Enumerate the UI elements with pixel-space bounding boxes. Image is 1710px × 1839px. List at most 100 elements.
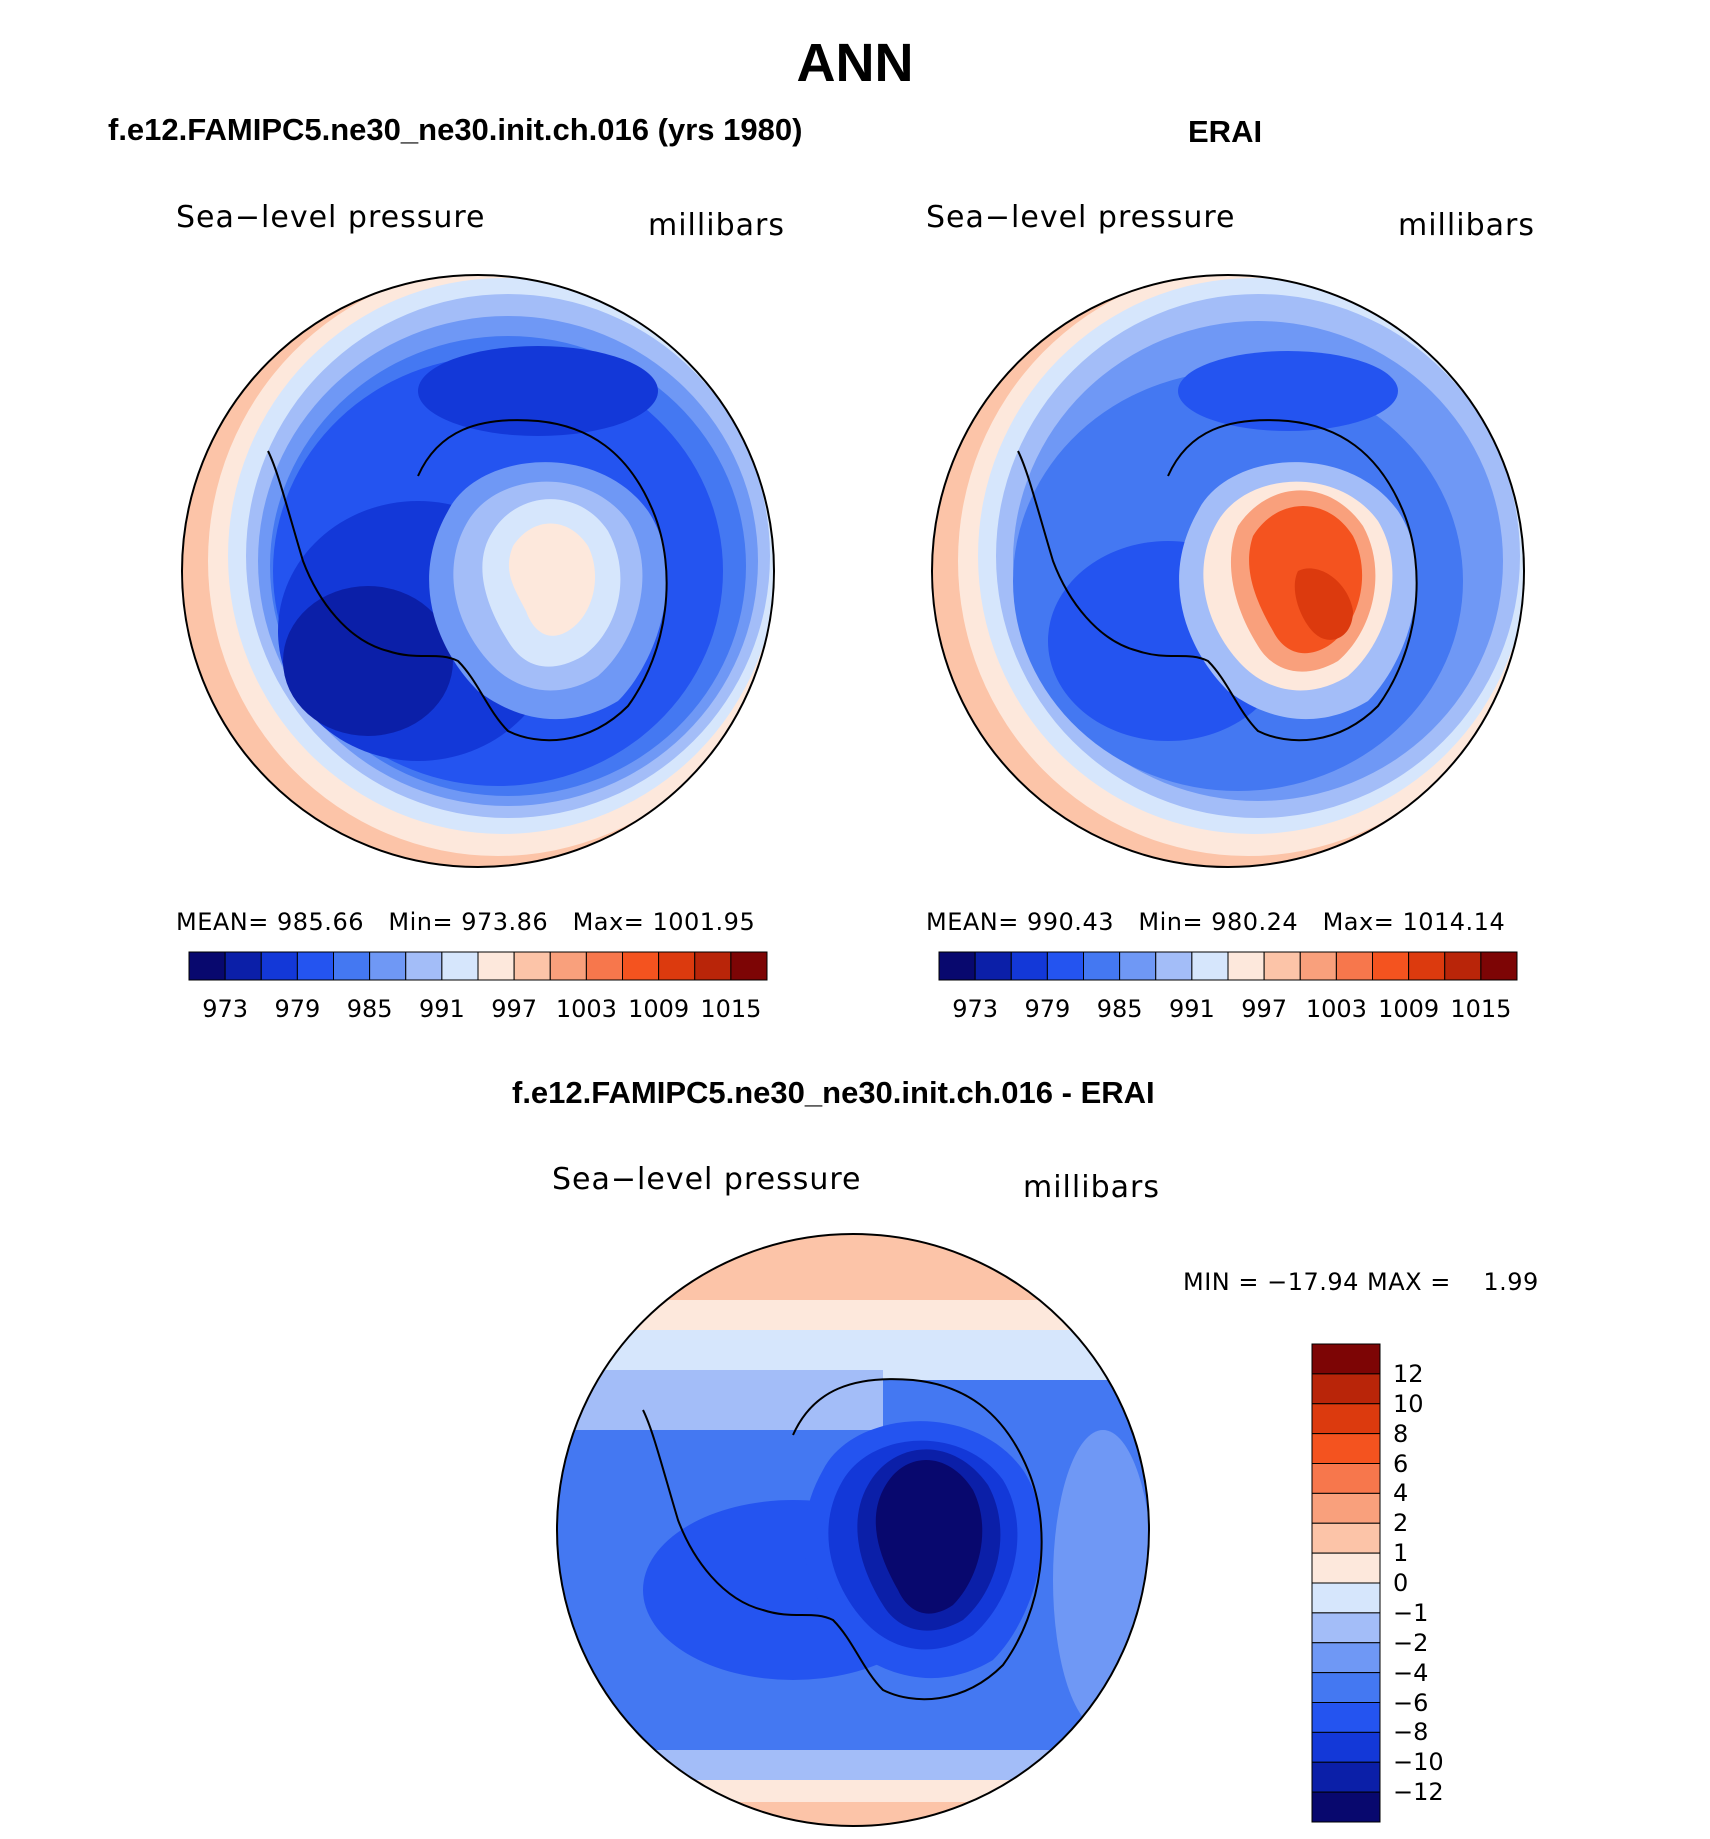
colorbar-swatch: [296, 951, 334, 981]
colorbar-tick-label: 991: [1168, 995, 1215, 1023]
model-mean-value: 985.66: [277, 908, 364, 936]
colorbar-tick-label: 2: [1393, 1509, 1409, 1538]
colorbar-tick-label: −10: [1393, 1748, 1444, 1777]
colorbar-swatch: [1119, 951, 1157, 981]
colorbar-tick-label: 1015: [700, 995, 762, 1023]
colorbar-swatch: [1444, 951, 1482, 981]
colorbar-swatch: [1480, 951, 1518, 981]
colorbar-swatch: [1299, 951, 1337, 981]
model-variable-label: Sea−level pressure: [176, 200, 486, 235]
colorbar-swatch: [585, 951, 623, 981]
colorbar-tick-label: 8: [1393, 1419, 1409, 1448]
colorbar-swatch: [1311, 1403, 1381, 1435]
obs-map: [931, 274, 1525, 868]
colorbar-swatch: [1311, 1552, 1381, 1584]
colorbar-swatch: [1010, 951, 1048, 981]
colorbar-swatch: [938, 951, 976, 981]
colorbar-swatch: [1155, 951, 1193, 981]
colorbar-swatch: [1311, 1373, 1381, 1405]
colorbar-tick-label: 1009: [1378, 995, 1440, 1023]
colorbar-swatch: [1311, 1612, 1381, 1644]
colorbar-tick-label: 979: [1024, 995, 1071, 1023]
model-min-value: 973.86: [461, 908, 549, 936]
colorbar-tick-label: 979: [274, 995, 321, 1023]
colorbar-tick-label: 997: [1241, 995, 1288, 1023]
model-unit-label: millibars: [648, 208, 785, 243]
obs-max-value: 1014.14: [1402, 908, 1506, 936]
colorbar-swatch: [1227, 951, 1265, 981]
colorbar-tick-label: 985: [346, 995, 393, 1023]
colorbar-tick-label: 973: [952, 995, 999, 1023]
colorbar-tick-label: −2: [1393, 1628, 1429, 1657]
colorbar-swatch: [333, 951, 371, 981]
diff-panel-header: f.e12.FAMIPC5.ne30_ne30.init.ch.016 - ER…: [512, 1075, 1155, 1110]
figure-title: ANN: [796, 33, 914, 93]
model-mean-label: MEAN=: [176, 908, 269, 936]
model-panel-header: f.e12.FAMIPC5.ne30_ne30.init.ch.016 (yrs…: [108, 112, 803, 147]
model-map: [181, 274, 775, 868]
colorbar-swatch: [1311, 1433, 1381, 1464]
colorbar-tick-label: 991: [418, 995, 465, 1023]
obs-min-value: 980.24: [1211, 908, 1299, 936]
colorbar-tick-label: −8: [1393, 1718, 1429, 1747]
colorbar-tick-label: 0: [1393, 1569, 1409, 1597]
colorbar-tick-label: 4: [1393, 1479, 1409, 1508]
colorbar-swatch: [1083, 951, 1121, 981]
obs-stats: MEAN= 990.43 Min= 980.24 Max= 1014.14: [926, 908, 1505, 936]
colorbar-tick-label: 1003: [555, 995, 617, 1023]
colorbar-tick-label: −1: [1393, 1598, 1429, 1627]
colorbar-swatch: [974, 951, 1012, 981]
diff-variable-label: Sea−level pressure: [552, 1162, 862, 1197]
diff-colorbar: [1311, 1343, 1381, 1823]
colorbar-swatch: [1311, 1702, 1381, 1733]
model-max-value: 1001.95: [652, 908, 756, 936]
colorbar-swatch: [1311, 1761, 1381, 1793]
colorbar-swatch: [1311, 1642, 1381, 1674]
colorbar-tick-label: 10: [1393, 1389, 1424, 1418]
obs-unit-label: millibars: [1398, 208, 1535, 243]
colorbar-swatch: [1263, 951, 1301, 981]
colorbar-swatch: [1311, 1522, 1381, 1554]
colorbar-swatch: [1311, 1672, 1381, 1703]
colorbar-swatch: [1191, 951, 1229, 981]
colorbar-swatch: [1311, 1582, 1381, 1614]
colorbar-swatch: [477, 951, 515, 981]
colorbar-swatch: [1311, 1791, 1381, 1823]
obs-max-label: Max=: [1322, 908, 1395, 936]
obs-colorbar: [938, 951, 1518, 981]
colorbar-tick-label: 997: [491, 995, 538, 1023]
colorbar-swatch: [1046, 951, 1084, 981]
colorbar-swatch: [405, 951, 443, 981]
colorbar-swatch: [513, 951, 551, 981]
colorbar-tick-label: 1009: [628, 995, 690, 1023]
colorbar-swatch: [1408, 951, 1446, 981]
colorbar-tick-label: 973: [202, 995, 249, 1023]
colorbar-swatch: [369, 951, 407, 981]
colorbar-swatch: [1335, 951, 1373, 981]
colorbar-tick-label: −6: [1393, 1688, 1429, 1717]
colorbar-tick-label: 1: [1393, 1539, 1409, 1568]
colorbar-swatch: [1311, 1343, 1381, 1375]
colorbar-tick-label: 985: [1096, 995, 1143, 1023]
diff-map: [556, 1233, 1150, 1827]
diff-stats: MIN = −17.94 MAX = 1.99: [1183, 1268, 1539, 1296]
colorbar-swatch: [441, 951, 479, 981]
colorbar-tick-label: −4: [1393, 1658, 1429, 1687]
obs-variable-label: Sea−level pressure: [926, 200, 1236, 235]
model-colorbar: [188, 951, 768, 981]
colorbar-swatch: [549, 951, 587, 981]
colorbar-swatch: [188, 951, 226, 981]
colorbar-tick-label: 12: [1393, 1359, 1424, 1388]
colorbar-tick-label: 1015: [1450, 995, 1512, 1023]
colorbar-swatch: [622, 951, 660, 981]
model-max-label: Max=: [572, 908, 645, 936]
colorbar-swatch: [1311, 1492, 1381, 1524]
colorbar-swatch: [1311, 1463, 1381, 1494]
colorbar-tick-label: 6: [1393, 1449, 1409, 1478]
obs-min-label: Min=: [1138, 908, 1204, 936]
obs-mean-label: MEAN=: [926, 908, 1019, 936]
model-stats: MEAN= 985.66 Min= 973.86 Max= 1001.95: [176, 908, 755, 936]
colorbar-swatch: [260, 951, 298, 981]
obs-mean-value: 990.43: [1027, 908, 1114, 936]
colorbar-swatch: [730, 951, 768, 981]
